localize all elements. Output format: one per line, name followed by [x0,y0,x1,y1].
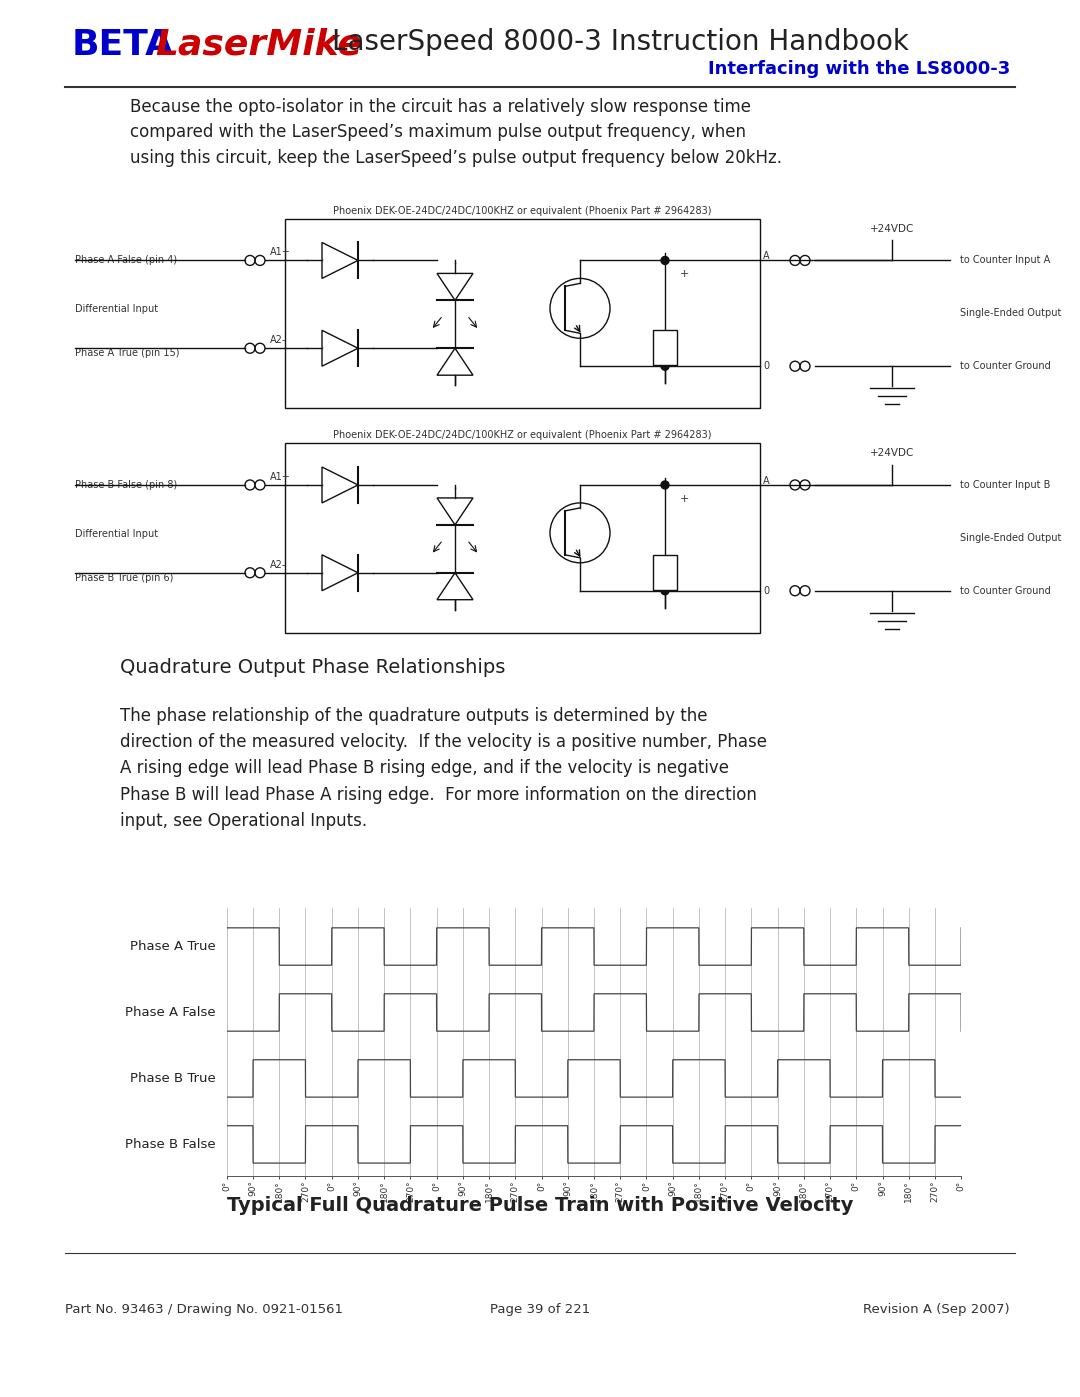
Text: Differential Input: Differential Input [75,305,158,314]
Bar [653,330,677,365]
Polygon shape [322,555,357,591]
Text: LaserSpeed 8000-3 Instruction Handbook: LaserSpeed 8000-3 Instruction Handbook [332,28,908,56]
Text: to Counter Ground: to Counter Ground [960,362,1051,372]
Text: A2-: A2- [270,335,286,345]
Text: Because the opto-isolator in the circuit has a relatively slow response time
com: Because the opto-isolator in the circuit… [130,98,782,168]
Text: Page 39 of 221: Page 39 of 221 [490,1303,590,1316]
Text: A: A [762,476,770,486]
Text: Interfacing with the LS8000-3: Interfacing with the LS8000-3 [707,60,1010,78]
Text: Differential Input: Differential Input [75,529,158,539]
Circle shape [661,257,669,264]
Text: to Counter Input A: to Counter Input A [960,256,1050,265]
Text: to Counter Ground: to Counter Ground [960,585,1051,595]
Bar [285,218,760,408]
Text: Phase A False (pin 4): Phase A False (pin 4) [75,256,177,265]
Polygon shape [437,274,473,300]
Text: to Counter Input B: to Counter Input B [960,481,1051,490]
Text: Quadrature Output Phase Relationships: Quadrature Output Phase Relationships [120,658,505,676]
Text: A2-: A2- [270,560,286,570]
Text: Phase B True (pin 6): Phase B True (pin 6) [75,573,174,583]
Polygon shape [322,243,357,278]
Text: +: + [680,495,689,504]
Polygon shape [437,348,473,376]
Text: 0: 0 [762,362,769,372]
Text: Phase A False: Phase A False [125,1006,216,1018]
Circle shape [661,481,669,489]
Circle shape [661,362,669,370]
Text: The phase relationship of the quadrature outputs is determined by the
direction : The phase relationship of the quadrature… [120,707,767,830]
Polygon shape [322,467,357,503]
Text: BETA: BETA [72,28,174,61]
Text: A1+: A1+ [270,472,291,482]
Polygon shape [437,573,473,599]
Circle shape [661,587,669,595]
Text: +24VDC: +24VDC [870,224,915,233]
Text: Phase A True: Phase A True [130,940,216,953]
Text: Phase B False: Phase B False [125,1139,216,1151]
Text: Part No. 93463 / Drawing No. 0921-01561: Part No. 93463 / Drawing No. 0921-01561 [65,1303,343,1316]
Text: +24VDC: +24VDC [870,448,915,458]
Text: Single-Ended Output: Single-Ended Output [960,309,1062,319]
Text: Phase B False (pin 8): Phase B False (pin 8) [75,481,177,490]
Text: A: A [762,251,770,261]
Text: Single-Ended Output: Single-Ended Output [960,532,1062,543]
Polygon shape [322,330,357,366]
Text: Phase A True (pin 15): Phase A True (pin 15) [75,348,179,358]
Text: A1+: A1+ [270,247,291,257]
Text: 0: 0 [762,585,769,595]
Text: LaserMike: LaserMike [156,28,362,61]
Text: +: + [680,270,689,279]
Text: Phoenix DEK-OE-24DC/24DC/100KHZ or equivalent (Phoenix Part # 2964283): Phoenix DEK-OE-24DC/24DC/100KHZ or equiv… [334,205,712,215]
Text: Phase B True: Phase B True [130,1071,216,1085]
Bar [285,443,760,633]
Text: Typical Full Quadrature Pulse Train with Positive Velocity: Typical Full Quadrature Pulse Train with… [227,1196,853,1214]
Bar [653,555,677,590]
Text: Revision A (Sep 2007): Revision A (Sep 2007) [863,1303,1010,1316]
Text: Phoenix DEK-OE-24DC/24DC/100KHZ or equivalent (Phoenix Part # 2964283): Phoenix DEK-OE-24DC/24DC/100KHZ or equiv… [334,430,712,440]
Polygon shape [437,497,473,525]
